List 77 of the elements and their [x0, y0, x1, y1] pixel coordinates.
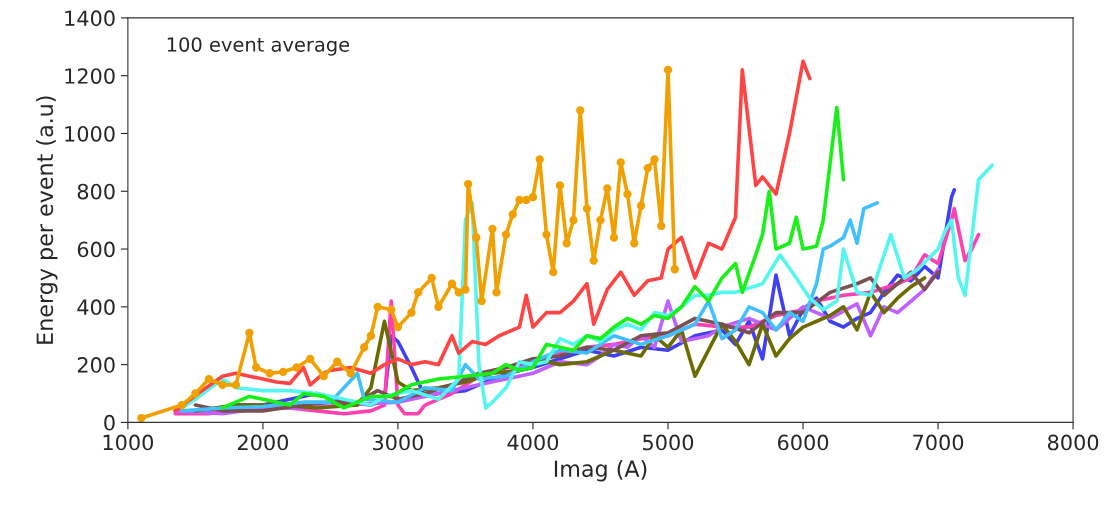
point	[447, 279, 457, 288]
x-tick-label: 3000	[373, 434, 424, 451]
point	[609, 233, 619, 242]
point	[137, 413, 146, 423]
point	[643, 163, 652, 173]
point	[387, 305, 396, 314]
point	[279, 367, 288, 377]
point	[616, 158, 625, 167]
point	[636, 201, 646, 210]
line-series	[220, 105, 846, 410]
point	[670, 265, 679, 274]
y-tick-label: 800	[77, 183, 115, 200]
point	[555, 181, 565, 190]
x-axis-title: Imag (A)	[554, 459, 647, 482]
point	[657, 221, 666, 231]
point	[177, 400, 187, 410]
x-tick-label: 5000	[643, 434, 694, 451]
point	[549, 268, 558, 277]
point	[623, 189, 632, 199]
point	[231, 380, 241, 390]
x-tick-label: 4000	[507, 434, 559, 451]
x-tick-label: 6000	[777, 434, 829, 451]
point	[562, 239, 571, 248]
point	[492, 288, 501, 297]
point	[366, 331, 376, 340]
point	[603, 184, 612, 193]
point	[576, 106, 585, 115]
point	[434, 302, 443, 311]
y-axis-title: Energy per event (a.u)	[36, 96, 58, 344]
line-series	[173, 59, 812, 413]
point	[508, 210, 517, 219]
point	[245, 328, 254, 337]
point	[663, 65, 673, 75]
annotation: 100 event average	[167, 37, 350, 56]
point	[582, 204, 592, 213]
point	[333, 357, 342, 366]
point	[488, 224, 497, 233]
x-tick-label: 2000	[237, 434, 289, 451]
point	[542, 230, 551, 239]
point	[414, 288, 423, 297]
point	[528, 192, 538, 202]
x-tick-label: 7000	[913, 434, 964, 451]
x-tick-label: 1000	[103, 434, 154, 451]
point	[265, 369, 274, 378]
point	[393, 322, 403, 332]
point	[501, 230, 511, 239]
point	[251, 363, 261, 372]
point	[522, 195, 531, 205]
point	[596, 215, 605, 225]
y-tick-label: 0	[104, 414, 115, 431]
point	[463, 179, 473, 189]
point	[306, 354, 315, 364]
point	[191, 389, 200, 398]
point	[218, 380, 227, 390]
point	[630, 239, 639, 248]
point	[454, 288, 463, 297]
point	[477, 296, 486, 306]
point	[346, 369, 355, 378]
point	[292, 363, 301, 372]
y-tick-label: 1400	[65, 10, 115, 27]
y-tick-label: 1200	[65, 68, 115, 84]
point	[535, 155, 544, 164]
point	[427, 273, 436, 283]
point	[319, 372, 328, 381]
y-tick-label: 600	[77, 241, 115, 258]
point	[461, 285, 470, 294]
x-tick-label: 8000	[1047, 434, 1099, 451]
y-tick-label: 1000	[65, 125, 115, 142]
point	[407, 308, 416, 317]
point	[373, 302, 382, 311]
point	[204, 374, 214, 384]
point	[360, 343, 369, 352]
y-tick-label: 400	[77, 299, 115, 316]
point	[472, 233, 481, 242]
point	[589, 256, 598, 265]
point	[569, 215, 578, 225]
y-tick-label: 200	[77, 357, 115, 373]
